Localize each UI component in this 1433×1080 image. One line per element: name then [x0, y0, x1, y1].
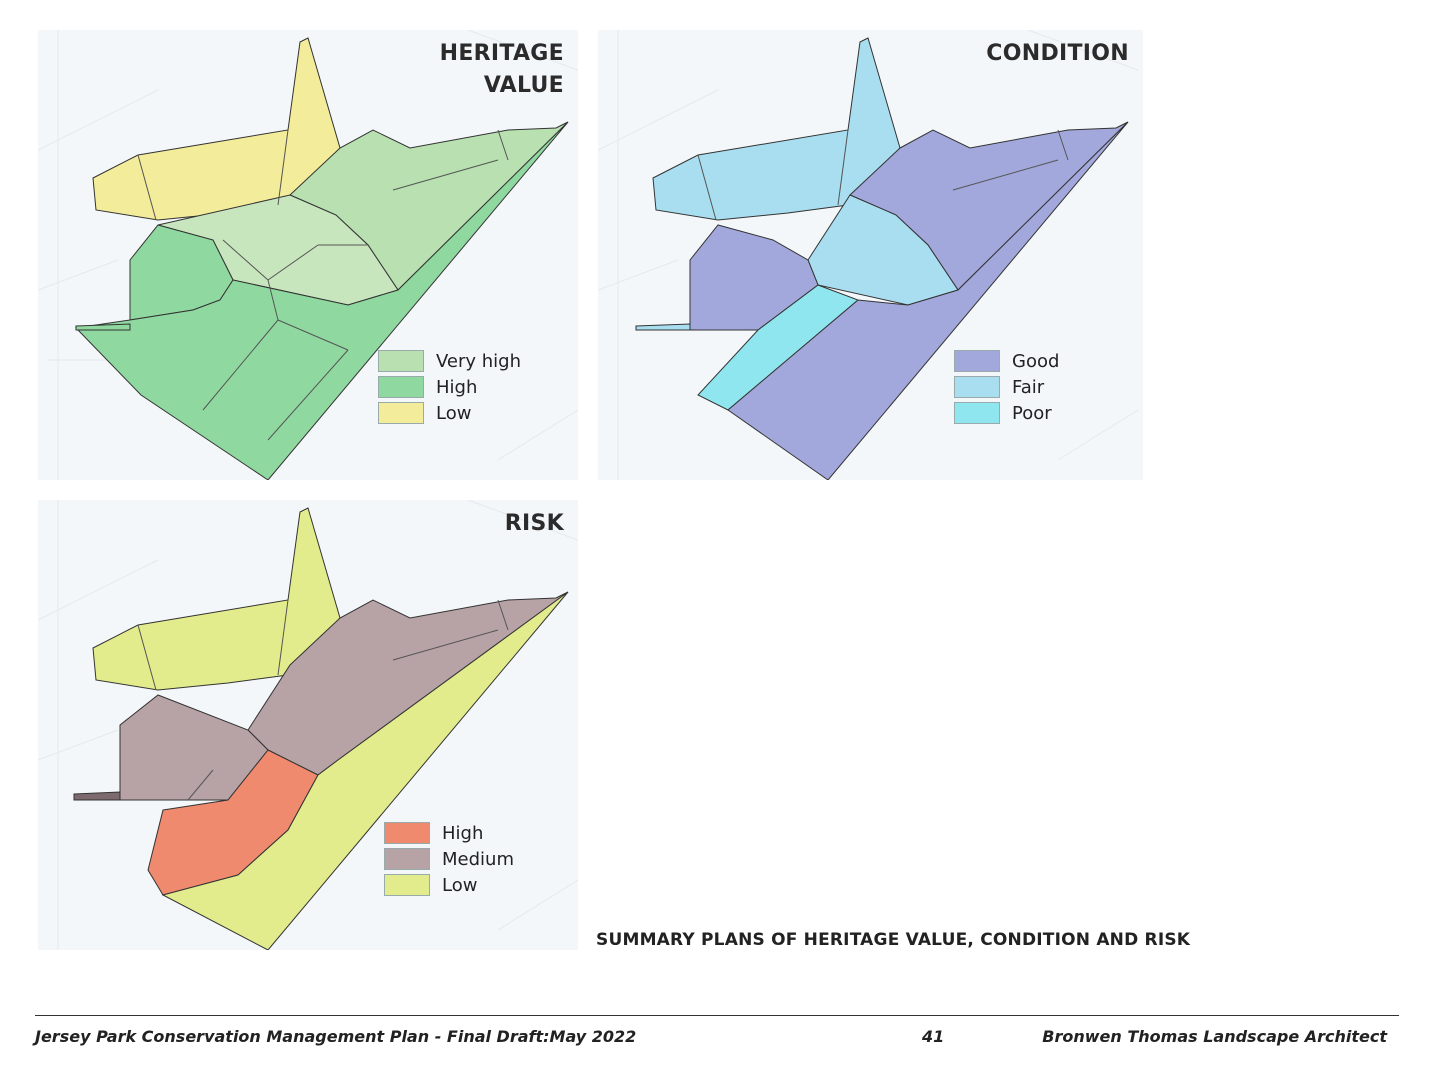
legend-swatch	[384, 874, 430, 896]
risk-map-plan	[38, 500, 578, 950]
legend-item: Poor	[954, 400, 1059, 426]
legend-item: Very high	[378, 348, 521, 374]
condition-title: CONDITION	[986, 38, 1129, 70]
legend-item: Good	[954, 348, 1059, 374]
figure-caption: SUMMARY PLANS OF HERITAGE VALUE, CONDITI…	[596, 930, 1191, 950]
footer-divider	[35, 1015, 1399, 1016]
heritage-value-title: HERITAGE VALUE	[440, 38, 564, 102]
legend-label: Very high	[436, 350, 522, 372]
legend-swatch	[384, 822, 430, 844]
legend-label: Low	[436, 402, 472, 424]
legend-item: High	[378, 374, 521, 400]
legend-item: Fair	[954, 374, 1059, 400]
map-title-line: RISK	[504, 511, 564, 536]
heritage-value-legend: Very high High Low	[378, 348, 521, 426]
legend-label: Good	[1012, 350, 1060, 372]
legend-label: High	[442, 822, 484, 844]
legend-item: Low	[384, 872, 514, 898]
condition-legend: Good Fair Poor	[954, 348, 1059, 426]
map-title-line: VALUE	[483, 73, 564, 98]
map-title-line: HERITAGE	[439, 41, 564, 66]
legend-swatch	[954, 376, 1000, 398]
legend-swatch	[378, 402, 424, 424]
condition-map-plan	[598, 30, 1139, 480]
legend-swatch	[384, 848, 430, 870]
legend-label: Fair	[1012, 376, 1045, 398]
risk-title: RISK	[505, 508, 564, 540]
legend-swatch	[378, 350, 424, 372]
heritage-value-map: HERITAGE VALUE Very high High Low	[38, 30, 578, 480]
legend-item: Low	[378, 400, 521, 426]
condition-map: CONDITION Good Fair Poor	[598, 30, 1143, 480]
map-title-line: CONDITION	[986, 41, 1129, 66]
footer-document-title: Jersey Park Conservation Management Plan…	[35, 1027, 637, 1046]
legend-swatch	[954, 402, 1000, 424]
legend-item: Medium	[384, 846, 514, 872]
legend-label: High	[436, 376, 478, 398]
risk-map: RISK High Medium Low	[38, 500, 578, 950]
legend-swatch	[954, 350, 1000, 372]
risk-legend: High Medium Low	[384, 820, 514, 898]
legend-item: High	[384, 820, 514, 846]
footer-page-number: 41	[922, 1027, 945, 1046]
legend-label: Medium	[442, 848, 514, 870]
legend-label: Low	[442, 874, 478, 896]
heritage-value-map-plan	[38, 30, 578, 480]
legend-swatch	[378, 376, 424, 398]
footer-author: Bronwen Thomas Landscape Architect	[1042, 1027, 1387, 1046]
legend-label: Poor	[1012, 402, 1052, 424]
